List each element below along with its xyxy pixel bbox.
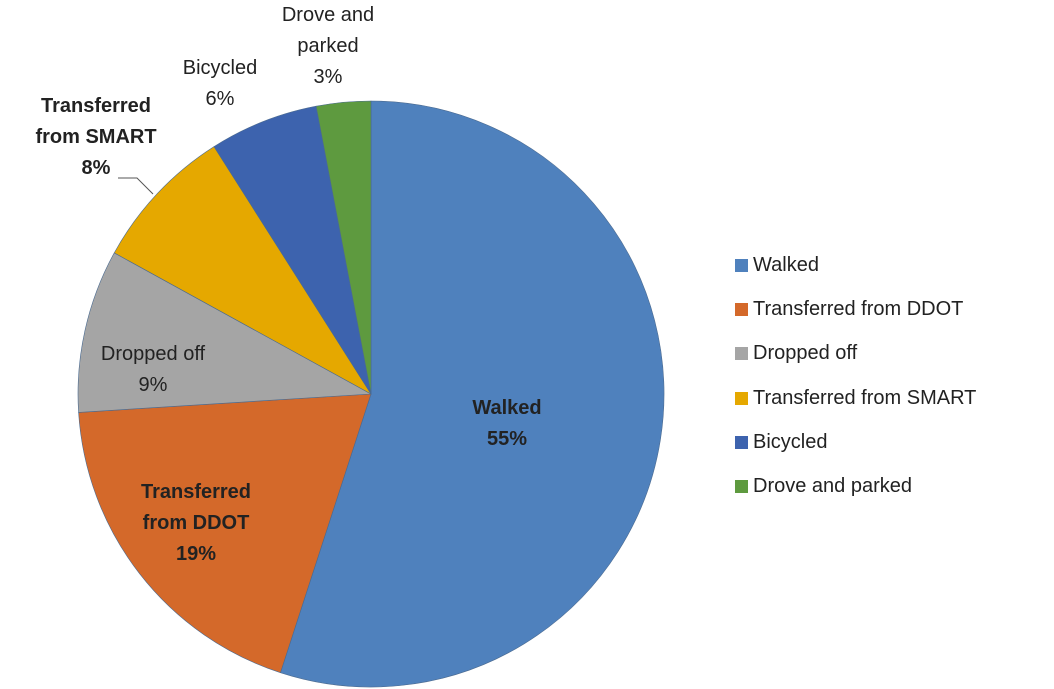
legend-entry: Transferred from SMART [735,387,976,409]
legend-swatch [735,480,748,493]
pie-slice [78,393,372,674]
data-label-category: Transferred from SMART [35,95,157,148]
leader-line [118,177,154,195]
legend-label: Transferred from SMART [753,386,977,409]
legend-label: Transferred from DDOT [753,298,964,321]
legend-swatch [735,391,748,405]
legend-entry: Drove and parked [735,475,912,497]
data-label: Bicycled 6% [170,53,270,115]
data-label-category: Dropped off [100,343,206,365]
data-label-value: 8% [81,157,111,179]
legend-label: Walked [753,254,819,276]
data-label-category: Drove and parked [281,4,375,57]
data-label: Drove and parked 3% [273,0,383,93]
data-label-category: Transferred from DDOT [140,481,252,534]
data-label-value: 3% [313,66,343,88]
legend-swatch [735,435,748,449]
data-label: Transferred from SMART 8% [21,91,171,184]
legend-swatch [735,303,748,317]
data-label-value: 9% [138,374,168,396]
data-label-value: 55% [486,428,528,450]
pie-slice [315,100,372,395]
legend-label: Drove and parked [753,475,912,497]
legend-label: Dropped off [753,342,858,365]
pie-slice [113,146,372,395]
data-label-category: Bicycled [182,57,258,79]
data-label-value: 19% [175,543,217,565]
legend-entry: Dropped off [735,342,857,364]
data-label: Dropped off 9% [83,339,223,401]
data-label-value: 6% [205,88,235,110]
data-label: Walked 55% [447,393,567,455]
legend-entry: Bicycled [735,431,827,453]
legend-entry: Transferred from DDOT [735,298,963,320]
pie-slice [280,100,665,688]
legend-swatch [735,259,748,272]
legend-entry: Walked [735,254,819,276]
pie-slice [77,252,373,413]
legend-swatch [735,347,748,361]
legend-label: Bicycled [753,430,828,453]
data-label-category: Walked [472,397,542,419]
data-label: Transferred from DDOT 19% [126,477,266,570]
